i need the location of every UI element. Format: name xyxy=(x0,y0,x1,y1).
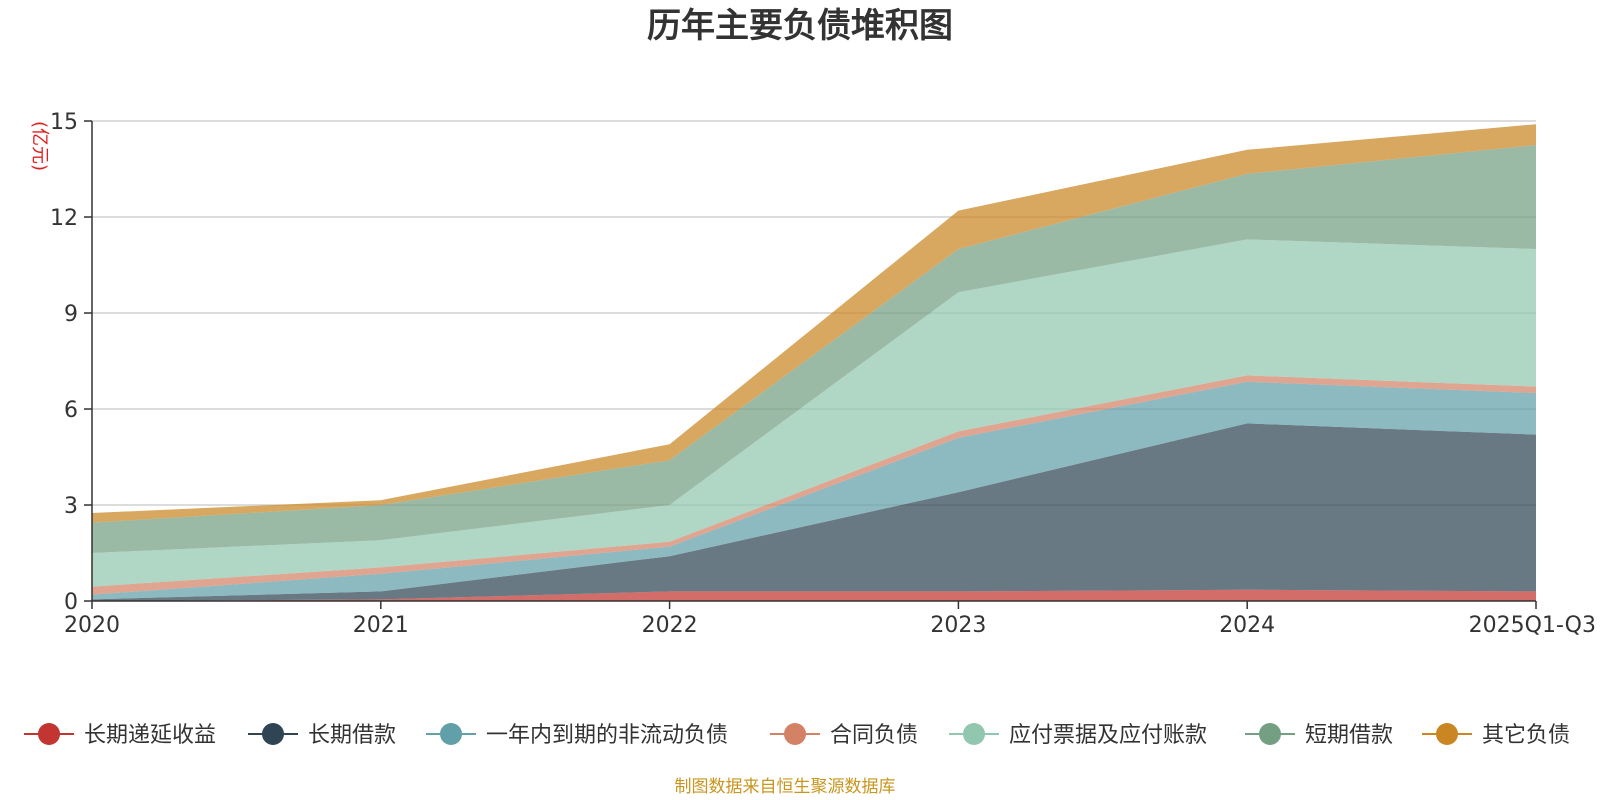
legend-item-6[interactable]: 短期借款 xyxy=(1245,723,1393,748)
legend-item-1[interactable]: 长期递延收益 xyxy=(24,723,216,748)
legend-label: 合同负债 xyxy=(830,723,918,748)
legend-marker-icon xyxy=(262,723,284,745)
legend-label: 短期借款 xyxy=(1305,723,1393,748)
legend-marker-icon xyxy=(1259,723,1281,745)
area-series-group xyxy=(92,124,1536,601)
legend-label: 应付票据及应付账款 xyxy=(1009,723,1207,748)
x-tick-label: 2024 xyxy=(1219,613,1275,638)
legend-marker-icon xyxy=(963,723,985,745)
legend-label: 长期借款 xyxy=(308,723,396,748)
legend-marker-icon xyxy=(38,723,60,745)
area-series-2[interactable] xyxy=(92,423,1536,601)
y-tick-label: 3 xyxy=(64,494,78,519)
chart-title: 历年主要负债堆积图 xyxy=(647,6,953,46)
y-tick-label: 9 xyxy=(64,302,78,327)
legend-item-2[interactable]: 长期借款 xyxy=(248,723,396,748)
area-series-5[interactable] xyxy=(92,239,1536,587)
y-axis-unit: (亿元) xyxy=(29,121,50,171)
legend-item-3[interactable]: 一年内到期的非流动负债 xyxy=(426,723,728,748)
x-tick-label: 2021 xyxy=(353,613,409,638)
legend-item-7[interactable]: 其它负债 xyxy=(1422,723,1570,748)
axes: 0 3 6 9 12 15 2020 2021 2022 2023 2024 2025Q1-Q3 xyxy=(50,110,1596,638)
x-tick-label: 2022 xyxy=(642,613,698,638)
x-tick-label: 2025Q1-Q3 xyxy=(1469,613,1596,638)
x-tick-label: 2020 xyxy=(64,613,120,638)
data-source-note: 制图数据来自恒生聚源数据库 xyxy=(675,777,896,797)
legend-item-5[interactable]: 应付票据及应付账款 xyxy=(949,723,1207,748)
legend-marker-icon xyxy=(1436,723,1458,745)
legend-item-4[interactable]: 合同负债 xyxy=(770,723,918,748)
area-series-3[interactable] xyxy=(92,381,1536,600)
legend-marker-icon xyxy=(784,723,806,745)
y-tick-label: 6 xyxy=(64,398,78,423)
y-tick-label: 12 xyxy=(50,206,78,231)
legend-label: 长期递延收益 xyxy=(84,723,216,748)
x-tick-label: 2023 xyxy=(930,613,986,638)
legend-label: 一年内到期的非流动负债 xyxy=(486,723,728,748)
y-tick-label: 0 xyxy=(64,590,78,615)
legend-marker-icon xyxy=(440,723,462,745)
legend[interactable]: 长期递延收益 长期借款 一年内到期的非流动负债 合同负债 应付票据及应付账款 短期借款 其它… xyxy=(24,723,1570,748)
area-series-1[interactable] xyxy=(92,589,1536,601)
legend-label: 其它负债 xyxy=(1482,723,1570,748)
y-tick-label: 15 xyxy=(50,110,78,135)
area-series-6[interactable] xyxy=(92,145,1536,553)
